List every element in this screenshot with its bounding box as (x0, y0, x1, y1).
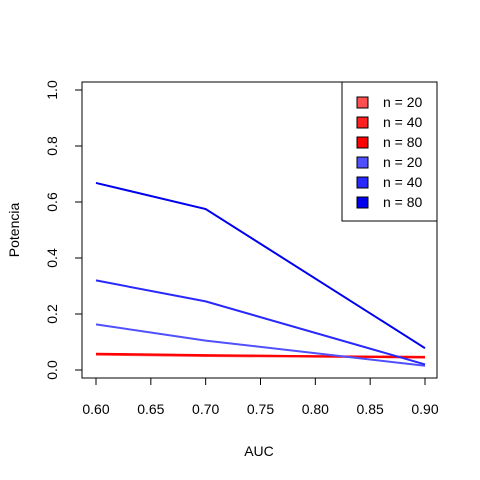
x-axis-label: AUC (244, 443, 274, 459)
y-tick-label: 0.2 (44, 304, 60, 324)
legend-swatch (356, 136, 369, 149)
y-tick-label: 0.8 (44, 136, 60, 156)
x-tick-label: 0.60 (82, 401, 109, 417)
series-layer (95, 181, 426, 367)
legend-label: n = 20 (383, 154, 423, 170)
x-tick-label: 0.90 (411, 401, 438, 417)
y-tick-label: 0.0 (44, 360, 60, 380)
series-line-4 (95, 323, 426, 367)
legend-swatch (356, 196, 369, 209)
x-tick-label: 0.70 (192, 401, 219, 417)
x-tick-label: 0.85 (357, 401, 384, 417)
y-axis-label: Potencia (6, 203, 22, 258)
legend-label: n = 20 (383, 94, 423, 110)
series-line-6 (95, 181, 426, 350)
legend-swatch (356, 96, 369, 109)
legend-label: n = 80 (383, 194, 423, 210)
legend-label: n = 40 (383, 114, 423, 130)
x-tick-label: 0.75 (247, 401, 274, 417)
legend-swatch (356, 116, 369, 129)
legend-swatch (356, 156, 369, 169)
y-tick-label: 0.6 (44, 192, 60, 212)
y-tick-label: 0.4 (44, 248, 60, 268)
x-tick-label: 0.65 (137, 401, 164, 417)
legend-label: n = 80 (383, 134, 423, 150)
legend-label: n = 40 (383, 174, 423, 190)
y-tick-label: 1.0 (44, 80, 60, 100)
legend: n = 20 n = 40 n = 80 n = 20 n = 40 n = 80 (341, 81, 438, 222)
legend-swatch (356, 176, 369, 189)
series-line-5 (95, 279, 426, 366)
y-axis: 0.0 0.2 0.4 0.6 0.8 1.0 (44, 80, 83, 380)
x-tick-label: 0.80 (302, 401, 329, 417)
x-axis: 0.60 0.65 0.70 0.75 0.80 0.85 0.90 (82, 377, 439, 417)
